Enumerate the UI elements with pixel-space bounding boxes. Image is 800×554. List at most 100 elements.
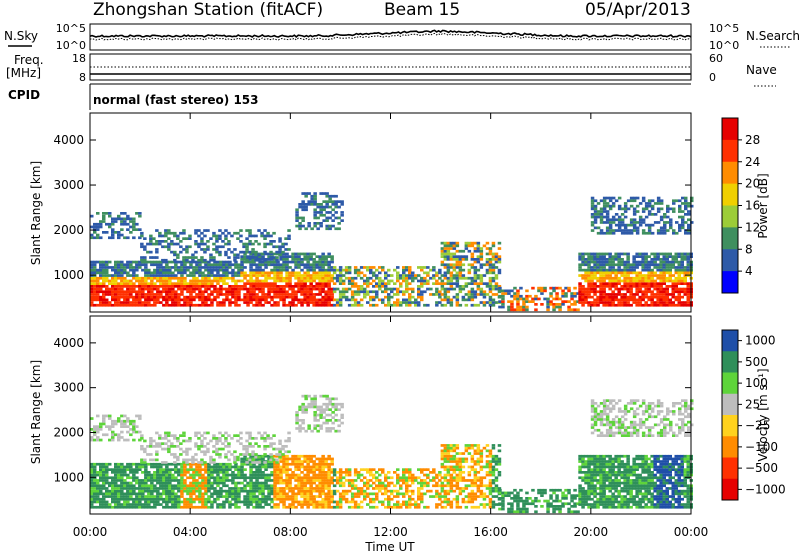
power-cell bbox=[602, 204, 607, 208]
power-cell bbox=[665, 298, 669, 302]
power-cell bbox=[279, 276, 283, 280]
velocity-cell bbox=[294, 479, 298, 482]
power-cell bbox=[558, 303, 562, 306]
power-cell bbox=[275, 258, 279, 262]
power-cell bbox=[665, 295, 669, 299]
power-cell bbox=[602, 290, 606, 294]
power-cell bbox=[647, 295, 651, 299]
power-cell bbox=[396, 298, 400, 302]
power-cell bbox=[464, 285, 469, 288]
power-cell bbox=[182, 258, 186, 262]
velocity-cell bbox=[446, 460, 451, 463]
power-cell bbox=[623, 282, 627, 285]
velocity-cell bbox=[426, 489, 430, 493]
power-cell bbox=[683, 276, 687, 280]
power-cell bbox=[504, 289, 508, 293]
power-cell bbox=[605, 231, 610, 235]
power-cell bbox=[114, 274, 118, 277]
power-cell bbox=[666, 210, 670, 213]
velocity-cell bbox=[405, 471, 409, 474]
velocity-cell bbox=[141, 487, 145, 490]
velocity-cell bbox=[440, 476, 445, 480]
power-cell bbox=[561, 289, 565, 293]
velocity-cell bbox=[126, 503, 130, 506]
velocity-cell bbox=[144, 495, 148, 498]
power-cell bbox=[525, 305, 529, 309]
power-cell bbox=[555, 294, 559, 298]
velocity-cell bbox=[350, 492, 355, 496]
power-cell bbox=[240, 268, 244, 272]
power-cell bbox=[144, 271, 148, 275]
power-cell bbox=[420, 279, 424, 283]
power-cell bbox=[108, 279, 112, 283]
power-cell bbox=[102, 271, 106, 275]
velocity-cell bbox=[201, 468, 205, 471]
power-cell bbox=[482, 301, 487, 304]
velocity-cell bbox=[324, 484, 328, 488]
power-cell bbox=[315, 263, 319, 267]
power-cell bbox=[159, 295, 163, 299]
power-cell bbox=[507, 308, 511, 312]
power-cell bbox=[285, 276, 289, 280]
velocity-cell bbox=[375, 484, 379, 488]
power-cell bbox=[334, 211, 338, 214]
power-cell bbox=[194, 242, 198, 246]
velocity-cell bbox=[455, 497, 460, 501]
power-cell bbox=[216, 260, 220, 264]
freq-right-tick-bottom: 0 bbox=[709, 71, 716, 84]
power-cell bbox=[295, 216, 299, 220]
power-cell bbox=[183, 295, 187, 299]
power-cell bbox=[186, 301, 190, 304]
power-cell bbox=[243, 271, 247, 275]
power-cell bbox=[596, 210, 601, 213]
power-cell bbox=[678, 223, 682, 227]
velocity-cell bbox=[147, 495, 151, 498]
power-cell bbox=[318, 293, 322, 296]
power-cell bbox=[513, 286, 517, 290]
power-cell bbox=[587, 274, 591, 277]
velocity-cell bbox=[225, 468, 229, 471]
power-cell bbox=[458, 274, 463, 277]
velocity-cell bbox=[438, 503, 442, 506]
velocity-cell bbox=[213, 497, 217, 501]
power-cell bbox=[171, 276, 175, 280]
velocity-cell bbox=[264, 495, 268, 498]
power-cell bbox=[155, 256, 159, 259]
velocity-cell bbox=[288, 481, 292, 485]
power-cell bbox=[165, 298, 169, 302]
power-cell bbox=[467, 298, 472, 302]
power-cell bbox=[596, 271, 600, 275]
velocity-cell bbox=[189, 481, 193, 485]
power-cell bbox=[147, 260, 151, 264]
velocity-cell bbox=[117, 492, 121, 496]
power-cell bbox=[656, 287, 660, 291]
power-cell bbox=[291, 252, 295, 256]
velocity-cell bbox=[264, 468, 268, 471]
power-cell bbox=[201, 276, 205, 280]
power-cell bbox=[332, 282, 337, 285]
velocity-cell bbox=[156, 492, 160, 496]
power-cell bbox=[285, 263, 289, 267]
velocity-cell bbox=[123, 495, 127, 498]
power-cell bbox=[93, 279, 97, 283]
power-cell bbox=[593, 276, 597, 280]
power-cell bbox=[411, 290, 415, 294]
colorbar-segment bbox=[722, 161, 738, 185]
colorbar-segment bbox=[722, 205, 738, 228]
power-cell bbox=[344, 287, 349, 291]
power-cell bbox=[210, 301, 214, 304]
power-cell bbox=[153, 295, 157, 299]
power-cell bbox=[461, 276, 466, 280]
velocity-cell bbox=[120, 503, 124, 506]
power-cell bbox=[608, 268, 612, 272]
power-cell bbox=[435, 271, 439, 275]
velocity-cell bbox=[309, 495, 313, 498]
cpid-mode-text: normal (fast stereo) 153 bbox=[93, 93, 259, 107]
velocity-cell bbox=[261, 484, 265, 488]
power-cell bbox=[549, 294, 553, 298]
velocity-cell bbox=[455, 503, 460, 506]
power-cell bbox=[470, 298, 475, 302]
power-cell bbox=[213, 295, 217, 299]
power-cell bbox=[171, 260, 175, 264]
velocity-cell bbox=[111, 505, 115, 509]
